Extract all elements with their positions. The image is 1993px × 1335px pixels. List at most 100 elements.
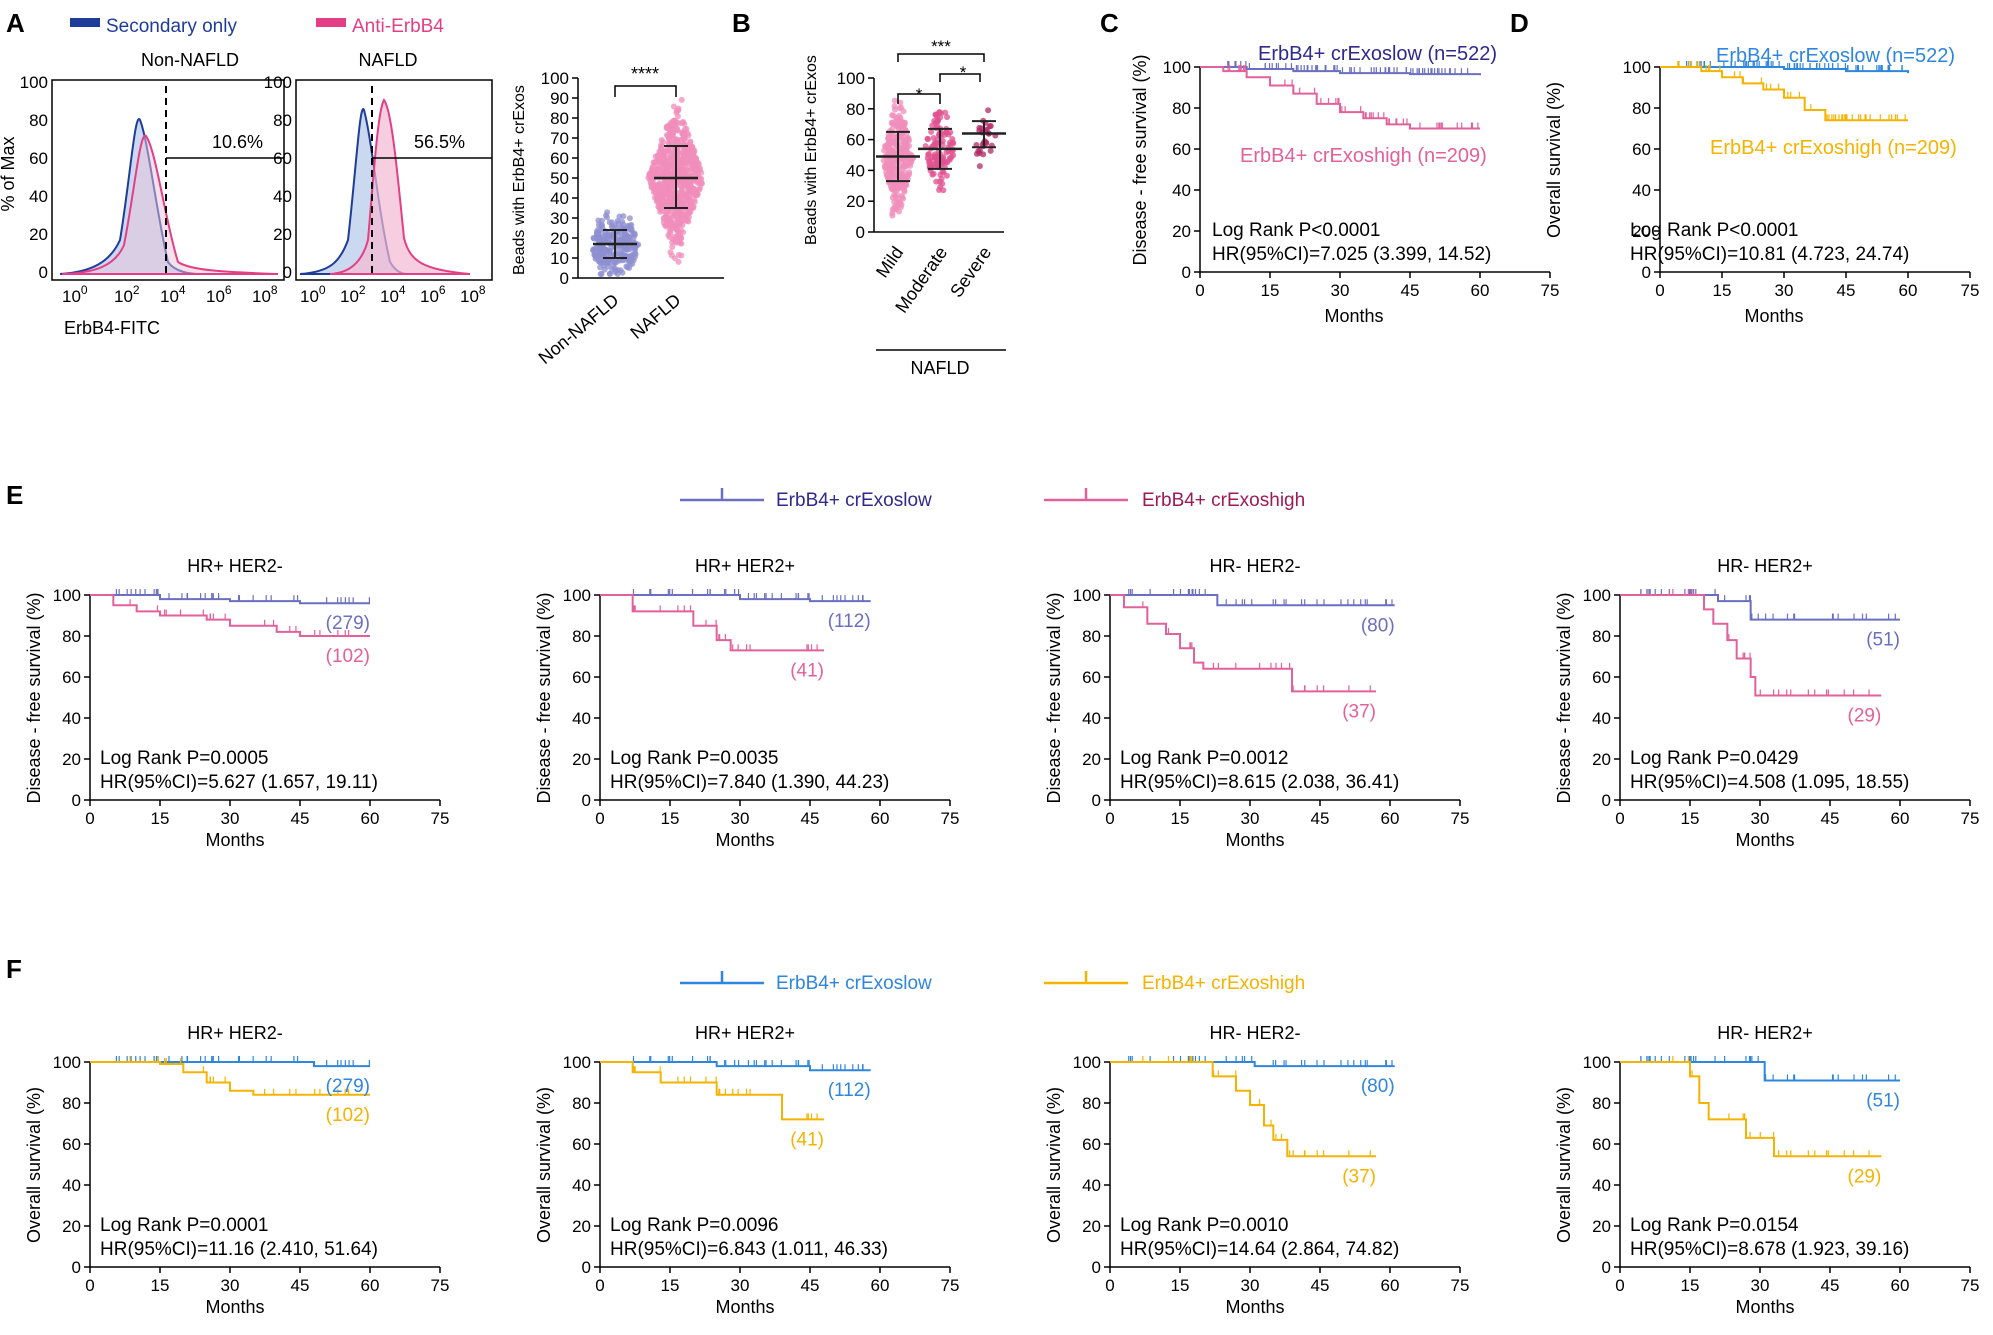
km-subplot: 0 20 40 60 80 100 0 15 30 45 60 75 HR+ HER2+ (112) (41… (534, 556, 959, 850)
km-subplot: 0 20 40 60 80 100 0 15 30 45 60 75 HR- HER2- (80) (37)… (1044, 556, 1469, 850)
km-ytick-label: 100 (563, 1053, 591, 1072)
km-xtick-label: 60 (1891, 809, 1910, 828)
hist-ytick: 0 (283, 263, 292, 282)
ytick-label: 0 (560, 269, 569, 288)
km-high-curve (90, 1061, 370, 1096)
km-subtype-title: HR- HER2- (1209, 1023, 1300, 1043)
km-n-low: (279) (326, 1076, 370, 1097)
panel-label-c: C (1100, 8, 1119, 38)
km-xtick-label: 0 (1655, 281, 1664, 300)
km-subplot: 0 20 40 60 80 100 0 15 30 45 60 75 HR- HER2+ (51) (29)… (1554, 556, 1979, 850)
scatter-point (983, 126, 990, 133)
scatter-a-ylabel: Beads with ErbB4+ crExos (511, 85, 528, 275)
ytick-label: 40 (550, 189, 569, 208)
panel-label-b: B (732, 8, 751, 38)
scatter-point (883, 169, 890, 176)
km-xtick-label: 75 (941, 1276, 960, 1295)
km-ytick-label: 20 (1082, 750, 1101, 769)
ytick-label: 20 (550, 229, 569, 248)
km-ytick-label: 80 (1592, 627, 1611, 646)
km-ytick-label: 40 (62, 1176, 81, 1195)
scatter-point (665, 232, 672, 239)
km-xtick-label: 30 (221, 1276, 240, 1295)
scatter-point (685, 218, 692, 225)
scatter-point (901, 119, 908, 126)
scatter-point (595, 258, 602, 265)
km-hr: HR(95%CI)=8.678 (1.923, 39.16) (1630, 1239, 1909, 1260)
scatter-point (908, 157, 915, 164)
legend-f-high: ErbB4+ crExoshigh (1142, 973, 1305, 994)
scatter-b-sig2-bracket (939, 73, 981, 82)
km-xlabel: Months (1735, 830, 1794, 850)
scatter-point (684, 160, 691, 167)
km-xtick-label: 0 (595, 1276, 604, 1295)
scatter-point (888, 129, 895, 136)
km-hr: HR(95%CI)=4.508 (1.095, 18.55) (1630, 772, 1909, 793)
km-logrank: Log Rank P=0.0005 (100, 748, 269, 769)
km-xtick-label: 0 (1615, 1276, 1624, 1295)
hist-title-nafld: NAFLD (358, 50, 417, 70)
scatter-point (891, 119, 898, 126)
scatter-point (692, 161, 699, 168)
scatter-point (948, 148, 955, 155)
scatter-point (690, 203, 697, 210)
scatter-point (666, 199, 673, 206)
scatter-point (887, 183, 894, 190)
scatter-point (946, 139, 953, 146)
hist-ytick: 100 (264, 73, 292, 92)
scatter-point (935, 109, 942, 116)
scatter-point (682, 192, 689, 199)
km-xtick-label: 15 (151, 809, 170, 828)
km-ytick-label: 0 (1092, 791, 1101, 810)
scatter-point (675, 258, 682, 265)
scatter-point (660, 182, 667, 189)
km-xtick-label: 0 (1105, 809, 1114, 828)
scatter-point (932, 119, 939, 126)
km-xtick-label: 45 (1837, 281, 1856, 300)
scatter-point (669, 243, 676, 250)
km-ytick-label: 0 (582, 1258, 591, 1277)
scatter-point (656, 153, 663, 160)
km-xlabel: Months (205, 830, 264, 850)
scatter-point (898, 192, 905, 199)
scatter-point (880, 157, 887, 164)
km-xlabel: Months (715, 830, 774, 850)
scatter-point (926, 159, 933, 166)
km-xtick-label: 45 (291, 1276, 310, 1295)
km-row-e: 0 20 40 60 80 100 0 15 30 45 60 75 HR+ HER2- (279) (10… (24, 556, 1979, 850)
km-high-curve (90, 594, 370, 637)
km-xtick-label: 45 (1401, 281, 1420, 300)
scatter-point (666, 163, 673, 170)
km-ytick-label: 60 (1632, 140, 1651, 159)
scatter-point (598, 222, 605, 229)
km-subplot: 0 20 40 60 80 100 0 15 30 45 60 75 HR+ HER2- (279) (10… (24, 1023, 449, 1317)
km-xtick-label: 30 (1751, 1276, 1770, 1295)
km-xtick-label: 75 (1541, 281, 1560, 300)
scatter-point (601, 266, 608, 273)
scatter-point (891, 204, 898, 211)
km-logrank: Log Rank P=0.0035 (610, 748, 779, 769)
scatter-b-sig1: * (916, 85, 923, 104)
km-n-low: (80) (1361, 1076, 1395, 1097)
scatter-point (626, 246, 633, 253)
scatter-b-dots (876, 97, 1006, 219)
km-ytick-label: 60 (1172, 140, 1191, 159)
scatter-point (685, 171, 692, 178)
scatter-point (678, 183, 685, 190)
km-xtick-label: 15 (1681, 1276, 1700, 1295)
scatter-point (620, 225, 627, 232)
km-row-f: 0 20 40 60 80 100 0 15 30 45 60 75 HR+ HER2- (279) (10… (24, 1023, 1979, 1317)
scatter-point (938, 175, 945, 182)
km-xtick-label: 75 (431, 1276, 450, 1295)
km-ytick-label: 100 (1163, 58, 1191, 77)
ytick-label: 80 (846, 100, 865, 119)
km-xtick-label: 45 (1821, 1276, 1840, 1295)
scatter-point (630, 231, 637, 238)
scatter-point (987, 147, 994, 154)
km-xtick-label: 0 (595, 809, 604, 828)
km-ylabel: Overall survival (%) (1554, 1087, 1574, 1243)
km-xtick-label: 75 (431, 809, 450, 828)
hist-anti-curve (329, 98, 471, 275)
